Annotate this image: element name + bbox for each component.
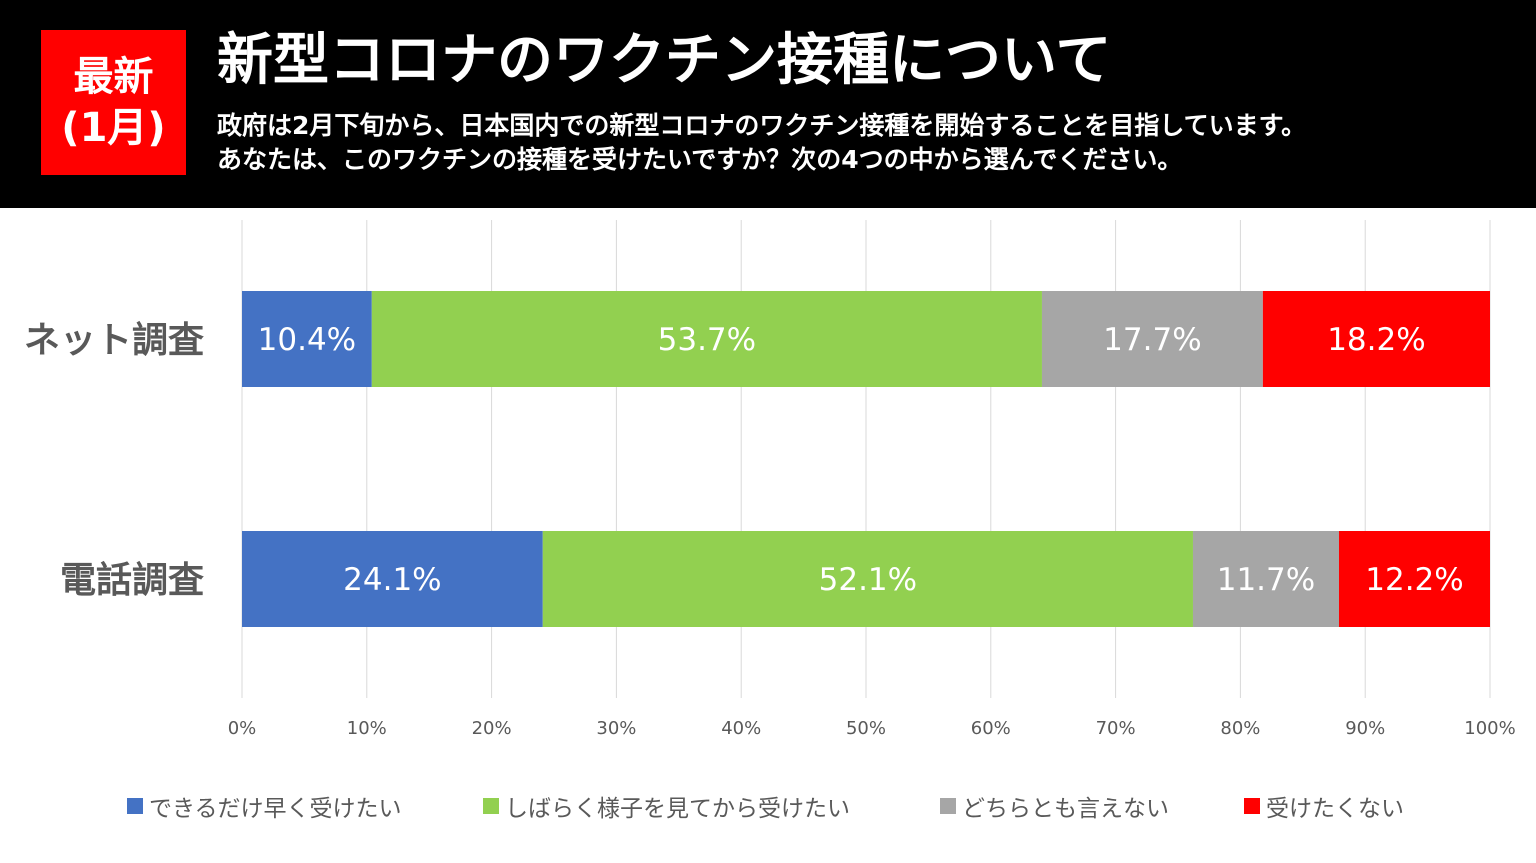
header-banner: 最新 (1月) 新型コロナのワクチン接種について 政府は2月下旬から、日本国内で… [0,0,1536,208]
x-tick-label: 90% [1345,718,1385,739]
category-label: 電話調査 [60,560,204,601]
legend-swatch [1244,798,1260,814]
legend-item: しばらく様子を見てから受けたい [483,788,850,824]
x-tick-label: 0% [228,718,257,739]
legend-item: できるだけ早く受けたい [127,788,402,824]
legend-swatch [940,798,956,814]
legend-item: どちらとも言えない [940,788,1169,824]
data-label: 12.2% [1365,562,1463,598]
x-tick-label: 100% [1464,718,1515,739]
page-title: 新型コロナのワクチン接種について [217,28,1112,93]
legend-swatch [127,798,143,814]
data-label: 52.1% [819,562,917,598]
legend-label: 受けたくない [1266,796,1404,822]
x-tick-label: 80% [1220,718,1260,739]
x-tick-label: 50% [846,718,886,739]
bar-segment [242,291,372,387]
legend-item: 受けたくない [1244,788,1404,824]
bar-segment [242,531,543,627]
chart-legend: できるだけ早く受けたい しばらく様子を見てから受けたい どちらとも言えない 受けたくな… [0,788,1536,824]
badge-line1: 最新 [73,53,154,100]
data-label: 10.4% [258,322,356,358]
stacked-bar-chart: 0% 10% 20% 30% 40% 50% 60% 70% 80% 90% 100% ネット調査電話… [24,220,1516,739]
data-label: 17.7% [1103,322,1201,358]
data-label: 18.2% [1327,322,1425,358]
legend-swatch [483,798,499,814]
x-tick-label: 70% [1096,718,1136,739]
bar-segment [1192,531,1339,627]
legend-label: どちらとも言えない [962,796,1169,822]
badge-line2: (1月) [61,104,166,151]
x-tick-label: 60% [971,718,1011,739]
x-tick-label: 40% [721,718,761,739]
bar-segment [542,531,1193,627]
x-tick-label: 10% [347,718,387,739]
question-line2: あなたは、このワクチンの接種を受けたいですか？次の4つの中から選んでください。 [217,145,1183,174]
legend-label: できるだけ早く受けたい [149,796,402,822]
latest-badge: 最新 (1月) [41,30,186,175]
category-label: ネット調査 [24,320,204,361]
bar-segment [1338,531,1490,627]
bar-segment [371,291,1042,387]
legend-label: しばらく様子を見てから受けたい [505,796,850,822]
data-label: 11.7% [1217,562,1315,598]
x-tick-label: 20% [472,718,512,739]
bar-segment [1041,291,1263,387]
question-line1: 政府は2月下旬から、日本国内での新型コロナのワクチン接種を開始することを目指して… [217,111,1307,140]
x-tick-label: 30% [596,718,636,739]
question-text: 政府は2月下旬から、日本国内での新型コロナのワクチン接種を開始することを目指して… [217,109,1306,177]
bar-segment [1262,291,1490,387]
data-label: 24.1% [343,562,441,598]
data-label: 53.7% [658,322,756,358]
